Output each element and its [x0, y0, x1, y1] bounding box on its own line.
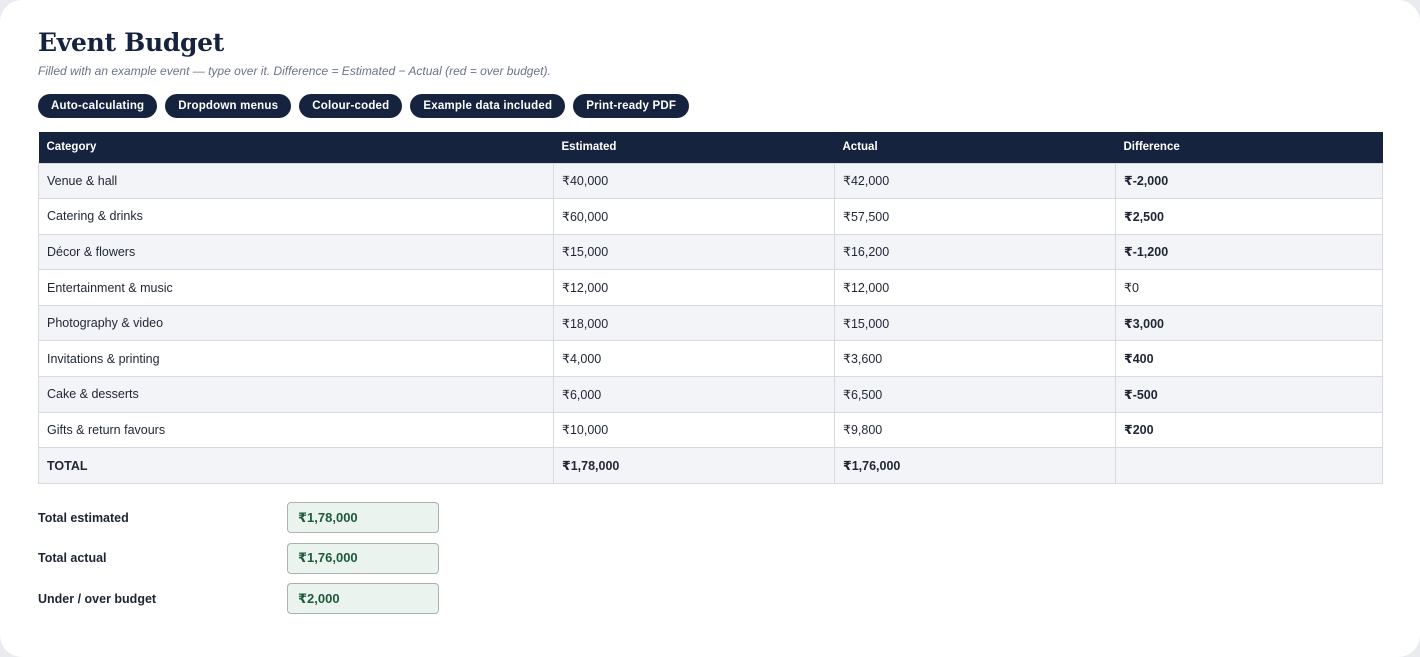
column-header-category: Category — [38, 132, 554, 163]
feature-pill: Dropdown menus — [165, 94, 292, 118]
estimated-cell[interactable]: ₹6,000 — [553, 376, 835, 413]
difference-cell: ₹3,000 — [1115, 304, 1383, 342]
total-estimated-label: Total estimated — [38, 510, 129, 525]
table-row: Invitations & printing ₹4,000 ₹3,600 ₹40… — [38, 340, 1383, 378]
difference-cell: ₹0 — [1115, 269, 1383, 306]
total-actual-cell: ₹1,76,000 — [834, 447, 1116, 484]
estimated-cell[interactable]: ₹15,000 — [553, 233, 835, 271]
category-cell[interactable]: Cake & desserts — [38, 376, 554, 413]
page-subtitle: Filled with an example event — type over… — [38, 64, 551, 78]
feature-pill: Example data included — [410, 94, 566, 118]
table-header-row: Category Estimated Actual Difference — [38, 132, 1383, 163]
category-cell[interactable]: Gifts & return favours — [38, 411, 554, 449]
total-estimated-cell: ₹1,78,000 — [553, 447, 835, 484]
total-difference-cell — [1115, 447, 1383, 484]
estimated-cell[interactable]: ₹10,000 — [553, 411, 835, 449]
difference-cell: ₹-500 — [1115, 376, 1383, 413]
summary-row: Total actual ₹1,76,000 — [38, 542, 439, 574]
table-row: Gifts & return favours ₹10,000 ₹9,800 ₹2… — [38, 411, 1383, 449]
table-row: Venue & hall ₹40,000 ₹42,000 ₹-2,000 — [38, 162, 1383, 200]
feature-pills: Auto-calculating Dropdown menus Colour-c… — [38, 94, 690, 118]
category-cell[interactable]: Catering & drinks — [38, 198, 554, 235]
total-estimated-value: ₹1,78,000 — [287, 502, 439, 533]
column-header-actual: Actual — [834, 132, 1116, 163]
feature-pill: Print-ready PDF — [573, 94, 690, 118]
total-actual-label: Total actual — [38, 551, 107, 565]
estimated-cell[interactable]: ₹40,000 — [553, 162, 835, 200]
total-row: TOTAL ₹1,78,000 ₹1,76,000 — [38, 447, 1383, 484]
difference-cell: ₹-1,200 — [1115, 233, 1383, 271]
summary-row: Under / over budget ₹2,000 — [38, 583, 439, 614]
category-cell[interactable]: Invitations & printing — [38, 340, 554, 378]
difference-cell: ₹200 — [1115, 411, 1383, 449]
budget-table: Category Estimated Actual Difference Ven… — [38, 132, 1383, 484]
under-over-value: ₹2,000 — [287, 583, 439, 614]
estimated-cell[interactable]: ₹4,000 — [553, 340, 835, 378]
table-row: Catering & drinks ₹60,000 ₹57,500 ₹2,500 — [38, 198, 1383, 235]
total-actual-value: ₹1,76,000 — [287, 542, 439, 574]
total-label-cell: TOTAL — [38, 447, 554, 484]
actual-cell[interactable]: ₹9,800 — [834, 411, 1116, 449]
category-cell[interactable]: Photography & video — [38, 304, 554, 342]
table-row: Décor & flowers ₹15,000 ₹16,200 ₹-1,200 — [38, 233, 1383, 271]
category-cell[interactable]: Décor & flowers — [38, 233, 554, 271]
table-row: Cake & desserts ₹6,000 ₹6,500 ₹-500 — [38, 376, 1383, 413]
actual-cell[interactable]: ₹42,000 — [834, 162, 1116, 200]
column-header-estimated: Estimated — [553, 132, 835, 163]
category-cell[interactable]: Entertainment & music — [38, 269, 554, 306]
difference-cell: ₹400 — [1115, 340, 1383, 378]
category-cell[interactable]: Venue & hall — [38, 162, 554, 200]
under-over-label: Under / over budget — [38, 591, 157, 606]
actual-cell[interactable]: ₹57,500 — [834, 198, 1116, 235]
actual-cell[interactable]: ₹12,000 — [834, 269, 1116, 306]
table-row: Photography & video ₹18,000 ₹15,000 ₹3,0… — [38, 304, 1383, 342]
actual-cell[interactable]: ₹16,200 — [834, 233, 1116, 271]
budget-summary: Total estimated ₹1,78,000 Total actual ₹… — [38, 502, 439, 624]
estimated-cell[interactable]: ₹60,000 — [553, 198, 835, 235]
difference-cell: ₹2,500 — [1115, 198, 1383, 235]
actual-cell[interactable]: ₹6,500 — [834, 376, 1116, 413]
actual-cell[interactable]: ₹15,000 — [834, 304, 1116, 342]
feature-pill: Auto-calculating — [38, 94, 158, 118]
difference-cell: ₹-2,000 — [1115, 162, 1383, 200]
table-row: Entertainment & music ₹12,000 ₹12,000 ₹0 — [38, 269, 1383, 306]
feature-pill: Colour-coded — [299, 94, 403, 118]
summary-row: Total estimated ₹1,78,000 — [38, 502, 439, 533]
estimated-cell[interactable]: ₹12,000 — [553, 269, 835, 306]
estimated-cell[interactable]: ₹18,000 — [553, 304, 835, 342]
actual-cell[interactable]: ₹3,600 — [834, 340, 1116, 378]
column-header-difference: Difference — [1115, 132, 1383, 163]
page-title: Event Budget — [38, 28, 225, 57]
